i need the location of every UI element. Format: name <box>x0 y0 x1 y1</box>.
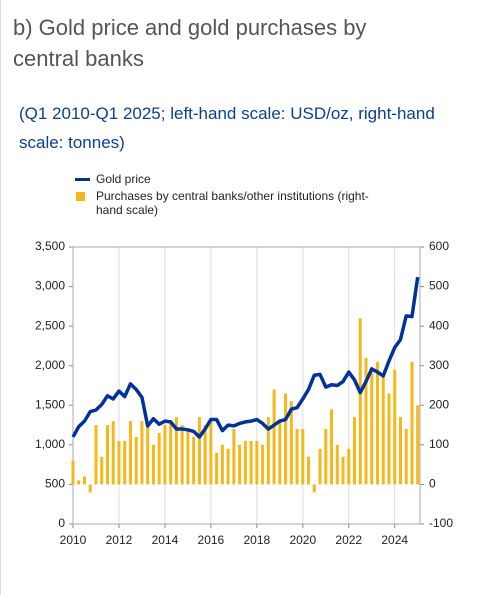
y-tick-label: 2,000 <box>35 358 65 372</box>
legend-swatch <box>76 192 85 201</box>
bar <box>174 417 178 485</box>
bar <box>404 429 408 485</box>
bar <box>146 425 150 485</box>
y2-tick-label: 100 <box>429 437 449 451</box>
bar <box>157 432 161 485</box>
y2-tick-label: 300 <box>429 358 449 372</box>
bar <box>272 389 276 485</box>
legend-label: Purchases by central banks/other institu… <box>96 189 369 217</box>
legend-item: Purchases by central banks/other institu… <box>73 189 393 217</box>
legend-swatch <box>75 178 90 181</box>
bar <box>140 421 144 485</box>
heading: b) Gold price and gold purchases by cent… <box>13 15 367 71</box>
bar <box>226 448 230 485</box>
bar <box>232 429 236 485</box>
bar <box>330 409 334 485</box>
bar <box>220 444 224 485</box>
bar <box>134 436 138 485</box>
x-tick-label: 2012 <box>106 533 133 547</box>
y-tick-label: 1,000 <box>35 437 65 451</box>
bar <box>180 425 184 485</box>
bar <box>416 405 420 485</box>
bar <box>117 440 121 485</box>
bar <box>197 417 201 485</box>
y2-tick-label: 400 <box>429 318 449 332</box>
legend-label: Gold price <box>96 172 151 186</box>
bar <box>278 421 282 485</box>
bar <box>82 476 86 485</box>
y2-tick-label: -100 <box>429 516 453 530</box>
y2-tick-label: 600 <box>429 239 449 253</box>
legend: Gold price Purchases by central banks/ot… <box>73 172 393 220</box>
subtitle: (Q1 2010-Q1 2025; left-hand scale: USD/o… <box>19 104 435 152</box>
bar <box>192 436 196 485</box>
bar <box>123 440 127 485</box>
bar <box>370 369 374 485</box>
x-tick-label: 2024 <box>381 533 408 547</box>
bar <box>100 456 104 485</box>
bar <box>243 440 247 485</box>
bar <box>324 429 328 485</box>
y2-tick-label: 200 <box>429 397 449 411</box>
bar <box>203 425 207 485</box>
x-tick-label: 2010 <box>60 533 87 547</box>
bar <box>77 480 81 485</box>
bar <box>88 484 92 493</box>
bar <box>163 425 167 485</box>
x-tick-label: 2022 <box>335 533 362 547</box>
y-tick-label: 3,000 <box>35 279 65 293</box>
line <box>71 276 420 439</box>
bar <box>353 417 357 485</box>
plot-frame <box>72 246 421 525</box>
bar <box>249 440 253 485</box>
bar <box>347 448 351 485</box>
bar <box>255 440 259 485</box>
bar <box>375 361 379 485</box>
legend-item: Gold price <box>73 172 393 186</box>
y-tick-label: 3,500 <box>35 239 65 253</box>
bar <box>105 425 109 485</box>
bar <box>387 393 391 485</box>
bar <box>312 484 316 493</box>
bar <box>71 460 75 485</box>
x-tick-label: 2014 <box>152 533 179 547</box>
bar <box>307 456 311 485</box>
bar <box>358 318 362 485</box>
bar <box>318 448 322 485</box>
x-tick-label: 2016 <box>198 533 225 547</box>
bar <box>209 421 213 485</box>
bar <box>128 421 132 485</box>
bar <box>335 444 339 485</box>
bar <box>151 444 155 485</box>
y2-tick-label: 500 <box>429 279 449 293</box>
bar <box>169 421 173 485</box>
y-tick-label: 500 <box>45 477 65 491</box>
y-tick-label: 1,500 <box>35 397 65 411</box>
bar <box>381 377 385 485</box>
bar <box>266 417 270 485</box>
bar <box>295 429 299 485</box>
x-tick-label: 2018 <box>243 533 270 547</box>
y2-tick-label: 0 <box>429 477 436 491</box>
bar <box>215 452 219 485</box>
bar <box>186 429 190 485</box>
y-tick-label: 2,500 <box>35 318 65 332</box>
bar <box>94 425 98 485</box>
x-tick-label: 2020 <box>289 533 316 547</box>
bar <box>341 456 345 485</box>
bar <box>410 361 414 485</box>
bar <box>364 357 368 485</box>
bar <box>289 401 293 485</box>
bar <box>393 369 397 485</box>
bar <box>261 444 265 485</box>
bar <box>398 417 402 485</box>
bar <box>111 421 115 485</box>
bar <box>301 429 305 485</box>
bar <box>284 393 288 485</box>
bar <box>238 444 242 485</box>
y-tick-label: 0 <box>58 516 65 530</box>
